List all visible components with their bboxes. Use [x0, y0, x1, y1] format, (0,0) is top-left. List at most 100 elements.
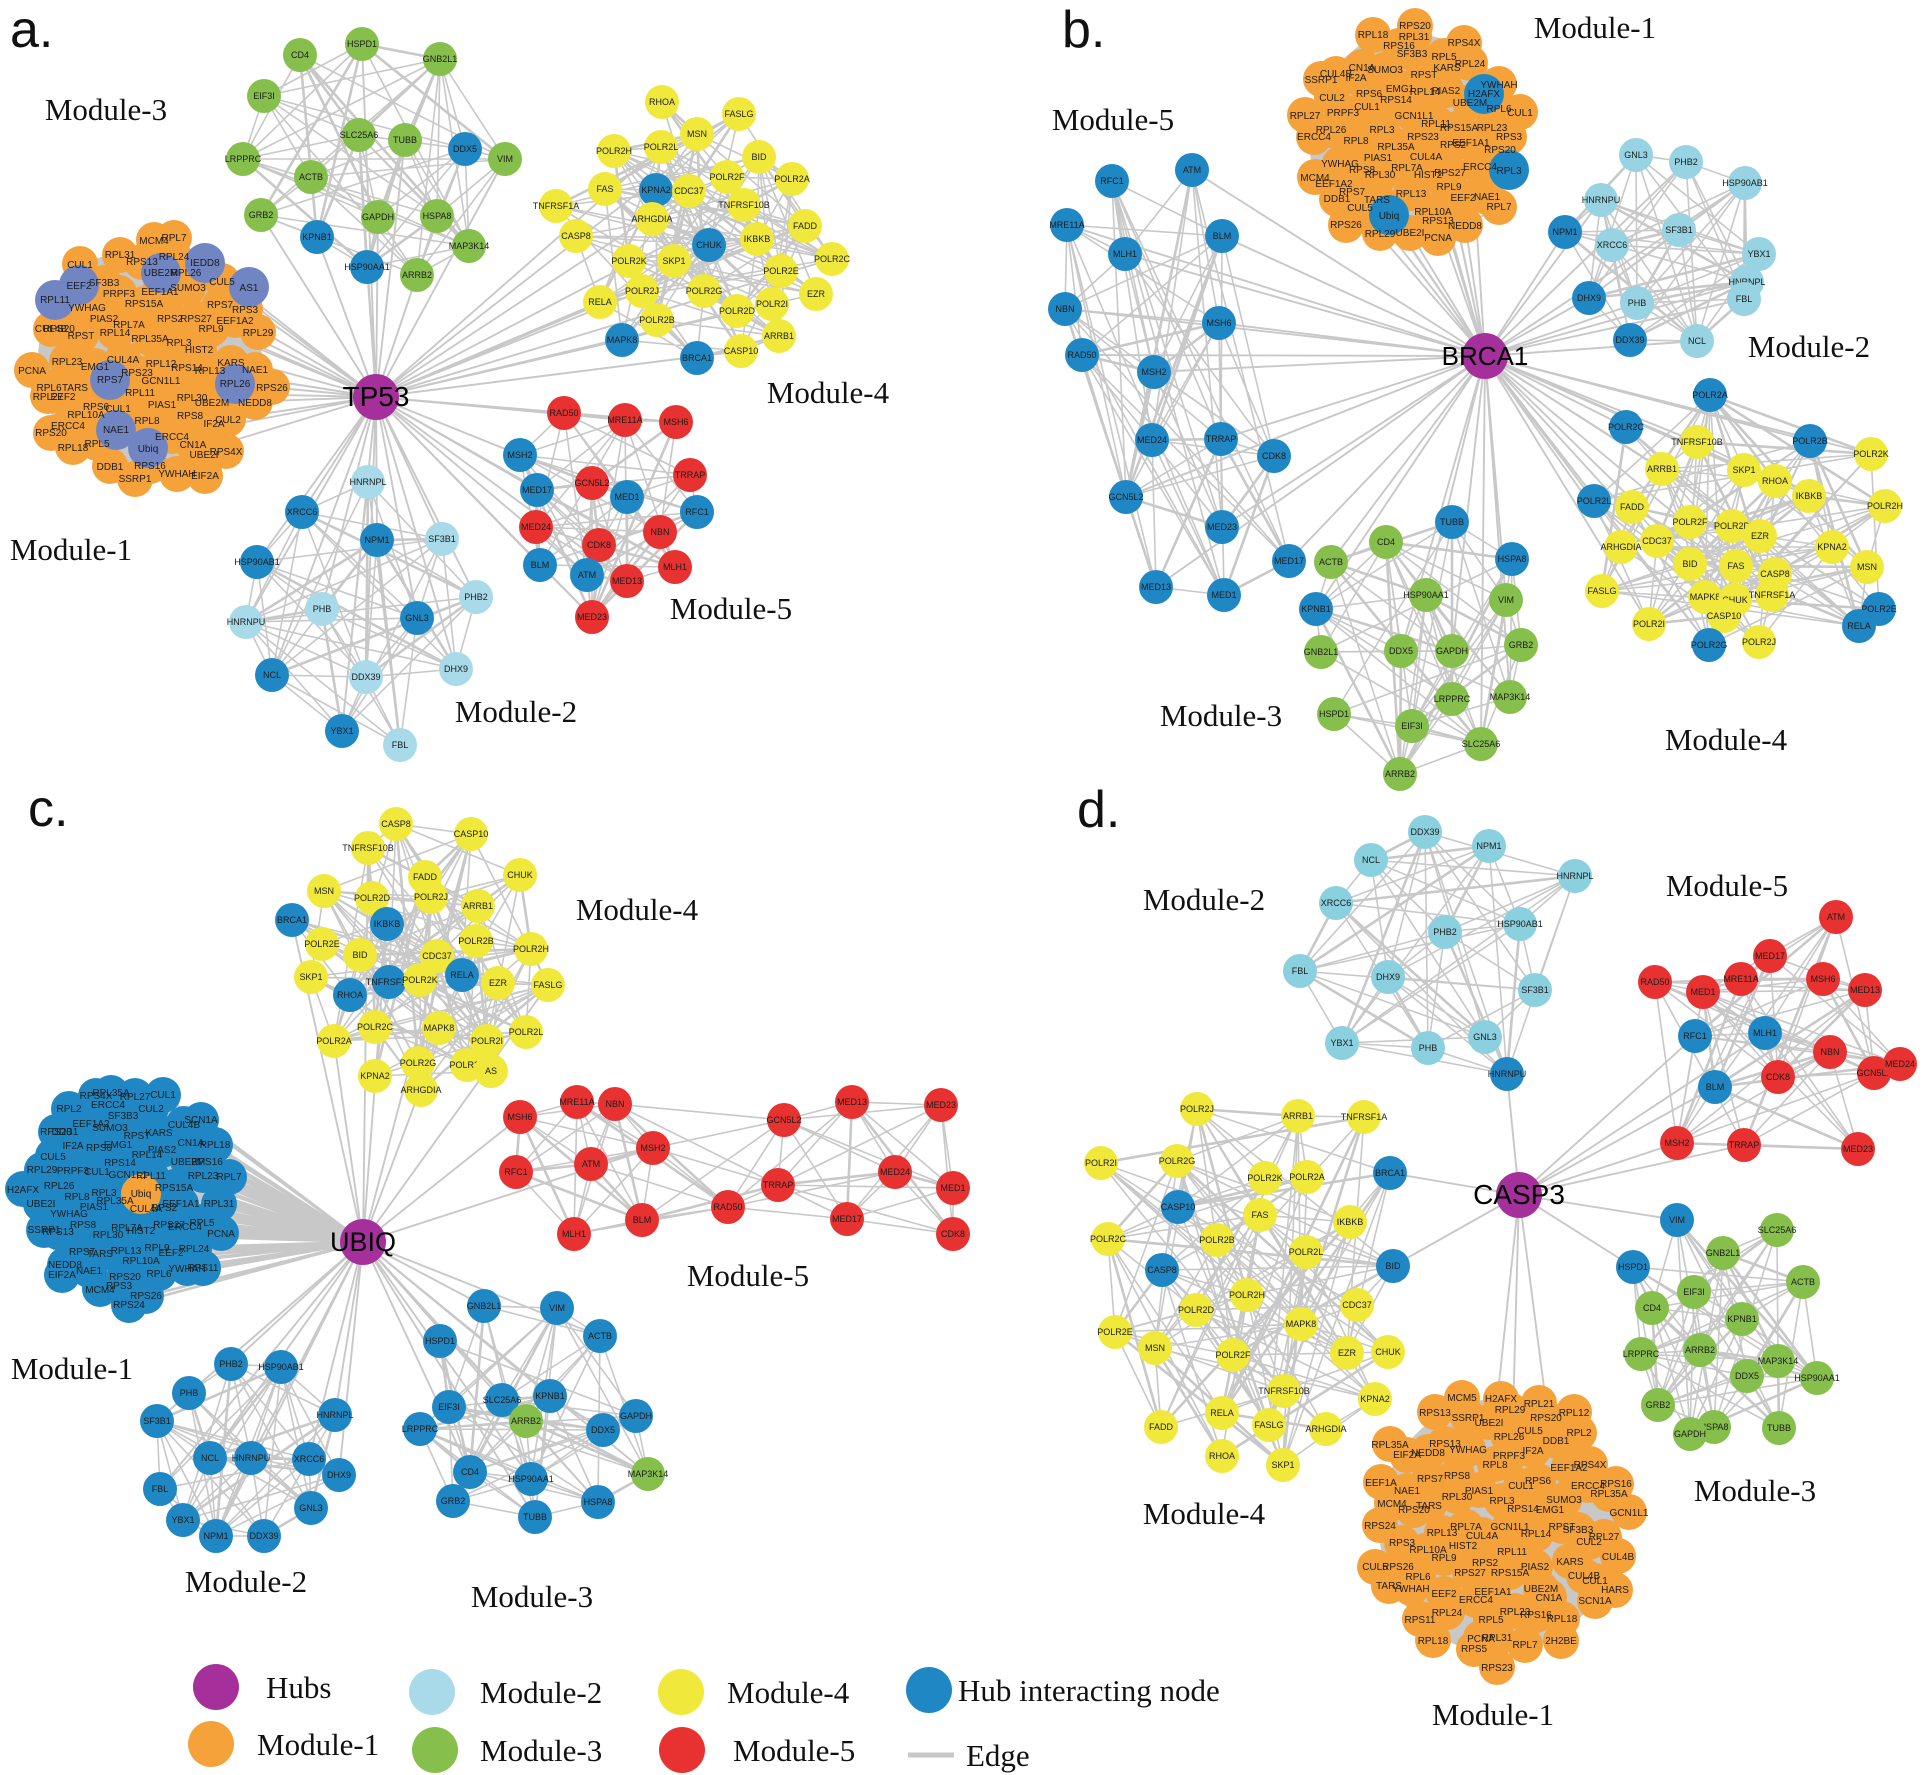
svg-text:RPS11: RPS11 — [1405, 1615, 1436, 1626]
svg-text:PIAS1: PIAS1 — [148, 400, 177, 411]
svg-text:MSN: MSN — [1145, 1343, 1165, 1353]
svg-text:MED17: MED17 — [522, 485, 552, 495]
svg-text:FAS: FAS — [596, 184, 613, 194]
svg-text:TRRAP: TRRAP — [763, 1180, 794, 1190]
svg-text:HIST2: HIST2 — [185, 345, 214, 356]
svg-text:Module-2: Module-2 — [1143, 882, 1265, 917]
svg-text:SSRP1: SSRP1 — [1452, 1413, 1485, 1424]
svg-text:POLR2F: POLR2F — [449, 1060, 485, 1070]
svg-text:HIST2: HIST2 — [1449, 1541, 1478, 1552]
svg-text:RPL8: RPL8 — [1482, 1460, 1507, 1471]
svg-text:RPS6: RPS6 — [86, 1143, 113, 1154]
svg-text:RPS20: RPS20 — [1530, 1413, 1562, 1424]
svg-text:RPST: RPST — [68, 331, 95, 342]
svg-text:RPL27: RPL27 — [1290, 111, 1321, 122]
svg-text:YWHAH: YWHAH — [1480, 80, 1517, 91]
svg-text:MED1: MED1 — [1690, 987, 1715, 997]
svg-text:Ubiq: Ubiq — [1379, 211, 1400, 222]
svg-text:RPL31: RPL31 — [1482, 1633, 1513, 1644]
svg-text:RPS20: RPS20 — [109, 1272, 141, 1283]
svg-text:TNFRSF10B: TNFRSF10B — [342, 843, 394, 853]
svg-text:MED23: MED23 — [577, 612, 607, 622]
svg-text:RPS4X: RPS4X — [80, 1091, 113, 1102]
svg-text:POLR2J: POLR2J — [1180, 1104, 1214, 1114]
svg-text:ERCC4: ERCC4 — [51, 421, 85, 432]
svg-text:H2AFX: H2AFX — [1485, 1394, 1518, 1405]
svg-text:CASP10: CASP10 — [454, 829, 489, 839]
svg-text:TNFRSF10B: TNFRSF10B — [1258, 1386, 1310, 1396]
svg-text:POLR2J: POLR2J — [1742, 637, 1776, 647]
svg-text:HNRNPU: HNRNPU — [232, 1453, 271, 1463]
svg-text:RPL5: RPL5 — [1478, 1615, 1503, 1626]
svg-text:TUBB: TUBB — [1767, 1423, 1791, 1433]
svg-text:CN1A: CN1A — [180, 440, 207, 451]
svg-text:KPNB1: KPNB1 — [535, 1391, 565, 1401]
svg-text:POLR2K: POLR2K — [611, 256, 647, 266]
svg-text:HSPA8: HSPA8 — [423, 211, 452, 221]
svg-text:POLR2G: POLR2G — [1691, 640, 1728, 650]
svg-text:KPNA2: KPNA2 — [360, 1071, 390, 1081]
svg-text:POLR2E: POLR2E — [1097, 1327, 1133, 1337]
svg-text:MED24: MED24 — [521, 522, 551, 532]
svg-text:FADD: FADD — [1149, 1422, 1174, 1432]
svg-text:RPL23: RPL23 — [52, 357, 83, 368]
svg-text:SKP1: SKP1 — [299, 972, 322, 982]
svg-text:SF3B3: SF3B3 — [1397, 49, 1428, 60]
svg-text:MAP3K14: MAP3K14 — [1490, 692, 1531, 702]
svg-text:CUL5: CUL5 — [209, 277, 235, 288]
svg-text:SUMO3: SUMO3 — [1367, 65, 1403, 76]
svg-text:RPST: RPST — [1549, 1522, 1576, 1533]
svg-text:PIAS2: PIAS2 — [1432, 86, 1461, 97]
svg-text:RPL18: RPL18 — [58, 443, 89, 454]
svg-text:RPS15A: RPS15A — [125, 299, 164, 310]
svg-text:RPL6: RPL6 — [146, 1269, 171, 1280]
svg-text:CASP10: CASP10 — [1161, 1202, 1196, 1212]
svg-text:RPL9: RPL9 — [144, 1243, 169, 1254]
svg-text:NCL: NCL — [201, 1453, 219, 1463]
svg-text:POLR2C: POLR2C — [1090, 1234, 1127, 1244]
svg-text:NAE1: NAE1 — [242, 365, 269, 376]
svg-text:MED24: MED24 — [880, 1167, 910, 1177]
svg-text:KARS: KARS — [217, 358, 245, 369]
svg-text:NEDD8: NEDD8 — [238, 398, 272, 409]
svg-text:NPM1: NPM1 — [1552, 227, 1577, 237]
svg-text:CHUK: CHUK — [1375, 1347, 1401, 1357]
svg-text:BLM: BLM — [531, 560, 550, 570]
svg-text:RPS7: RPS7 — [69, 1247, 96, 1258]
svg-text:2H2BE: 2H2BE — [1545, 1636, 1577, 1647]
svg-text:SF3B1: SF3B1 — [428, 534, 456, 544]
svg-text:RPL10A: RPL10A — [1414, 207, 1452, 218]
svg-text:RPL5: RPL5 — [84, 439, 109, 450]
svg-text:MED1: MED1 — [940, 1183, 965, 1193]
svg-text:RPS16: RPS16 — [134, 461, 166, 472]
svg-text:RPL24: RPL24 — [1455, 59, 1486, 70]
svg-text:MAPK8: MAPK8 — [1690, 592, 1721, 602]
svg-text:CUL1: CUL1 — [1508, 1481, 1534, 1492]
svg-text:POLR2E: POLR2E — [304, 939, 340, 949]
svg-text:HSP90AA1: HSP90AA1 — [1794, 1373, 1840, 1383]
svg-text:RPL3: RPL3 — [1369, 125, 1394, 136]
svg-text:RPL31: RPL31 — [105, 250, 136, 261]
svg-text:GRB2: GRB2 — [441, 1496, 466, 1506]
svg-text:POLR2D: POLR2D — [1178, 1305, 1215, 1315]
svg-text:CUL2: CUL2 — [1576, 1537, 1602, 1548]
svg-text:RPS16: RPS16 — [1600, 1479, 1632, 1490]
svg-text:BLM: BLM — [1706, 1082, 1725, 1092]
svg-text:BLM: BLM — [633, 1215, 652, 1225]
svg-text:RPS7: RPS7 — [1417, 1474, 1444, 1485]
svg-text:PHB2: PHB2 — [1674, 157, 1698, 167]
svg-text:MAPK8: MAPK8 — [607, 335, 638, 345]
svg-text:RAD50: RAD50 — [549, 408, 578, 418]
svg-text:RPL13: RPL13 — [195, 366, 226, 377]
svg-text:PIAS2: PIAS2 — [148, 1145, 177, 1156]
svg-text:RAD50: RAD50 — [713, 1202, 742, 1212]
svg-text:CD4: CD4 — [291, 50, 309, 60]
svg-text:MED17: MED17 — [1274, 556, 1304, 566]
svg-text:EEF2: EEF2 — [50, 392, 75, 403]
svg-text:MSN: MSN — [687, 129, 707, 139]
svg-text:SUMO3: SUMO3 — [170, 283, 206, 294]
svg-text:MED13: MED13 — [1850, 985, 1880, 995]
svg-text:TARS: TARS — [1376, 1581, 1402, 1592]
svg-text:Ubiq: Ubiq — [131, 1189, 152, 1200]
svg-text:RPL13: RPL13 — [1396, 189, 1427, 200]
